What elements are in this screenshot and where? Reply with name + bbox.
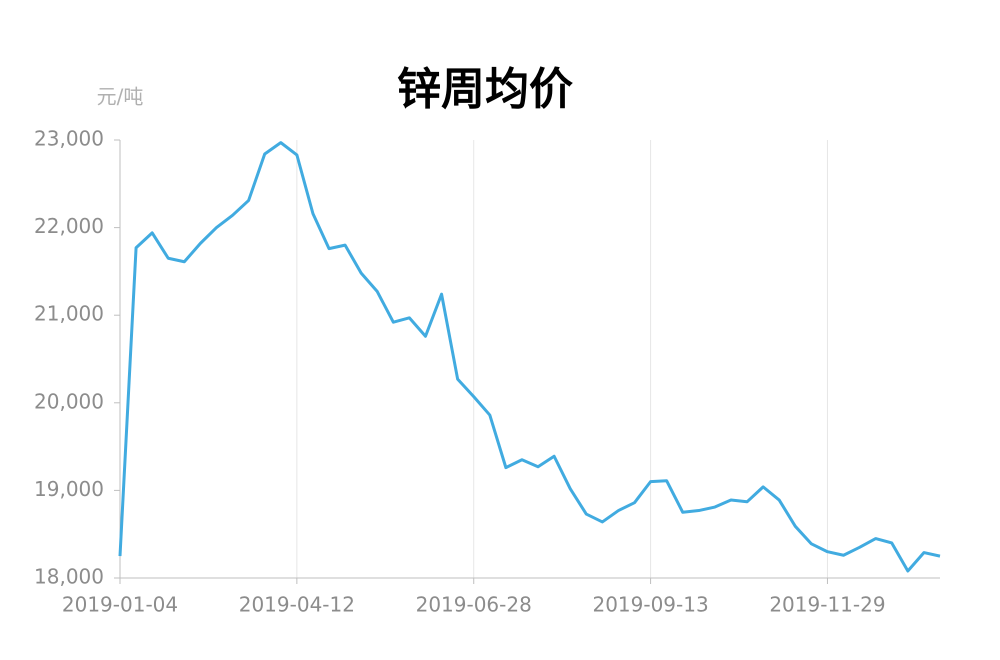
y-tick-label: 23,000 (34, 127, 104, 151)
x-tick-label: 2019-04-12 (239, 593, 355, 617)
x-tick-label: 2019-06-28 (416, 593, 532, 617)
y-tick-label: 20,000 (34, 389, 104, 413)
line-series (118, 141, 941, 573)
x-tick-label: 2019-01-04 (62, 593, 178, 617)
x-tick-label: 2019-09-13 (592, 593, 708, 617)
y-tick-label: 18,000 (34, 565, 104, 589)
chart-title: 锌周均价 (397, 64, 573, 115)
y-tick-label: 21,000 (34, 302, 104, 326)
y-tick-label: 19,000 (34, 477, 104, 501)
y-tick-label: 22,000 (34, 214, 104, 238)
y-unit: 元/吨 (97, 85, 144, 109)
x-tick-label: 2019-11-29 (769, 593, 885, 617)
